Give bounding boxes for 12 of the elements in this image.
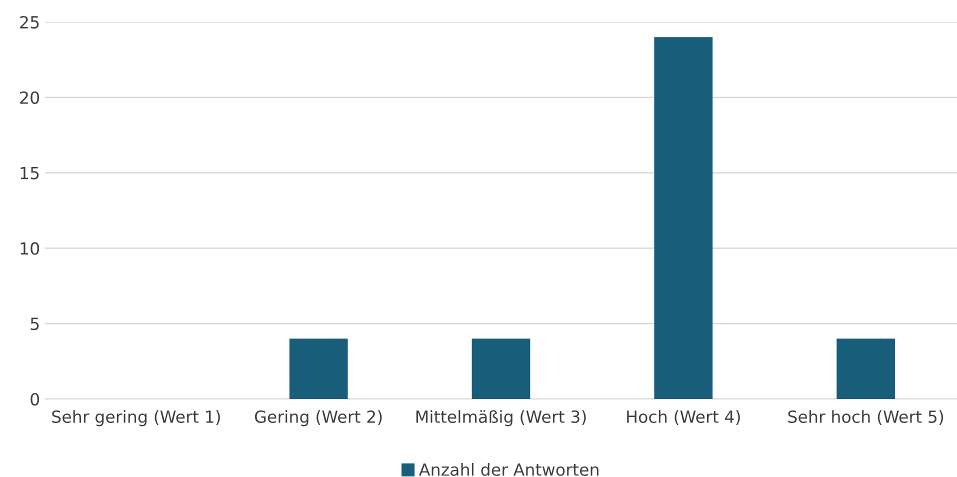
y-tick-label: 5 — [30, 318, 39, 330]
y-tick-label: 25 — [20, 16, 39, 29]
y-tick-label: 0 — [30, 392, 40, 406]
y-tick-label: 20 — [20, 91, 40, 104]
x-tick-label: Mittelmäßig (Wert 3) — [416, 410, 586, 426]
x-tick-label: Gering (Wert 2) — [254, 410, 382, 426]
y-tick-label: 10 — [20, 242, 40, 255]
x-tick-label: Hoch (Wert 4) — [627, 410, 740, 425]
y-tick-label: 15 — [20, 166, 39, 180]
legend-label: Anzahl der Antworten — [419, 463, 598, 476]
x-tick-label: Sehr gering (Wert 1) — [52, 410, 220, 426]
x-tick-label: Sehr hoch (Wert 5) — [788, 410, 944, 425]
